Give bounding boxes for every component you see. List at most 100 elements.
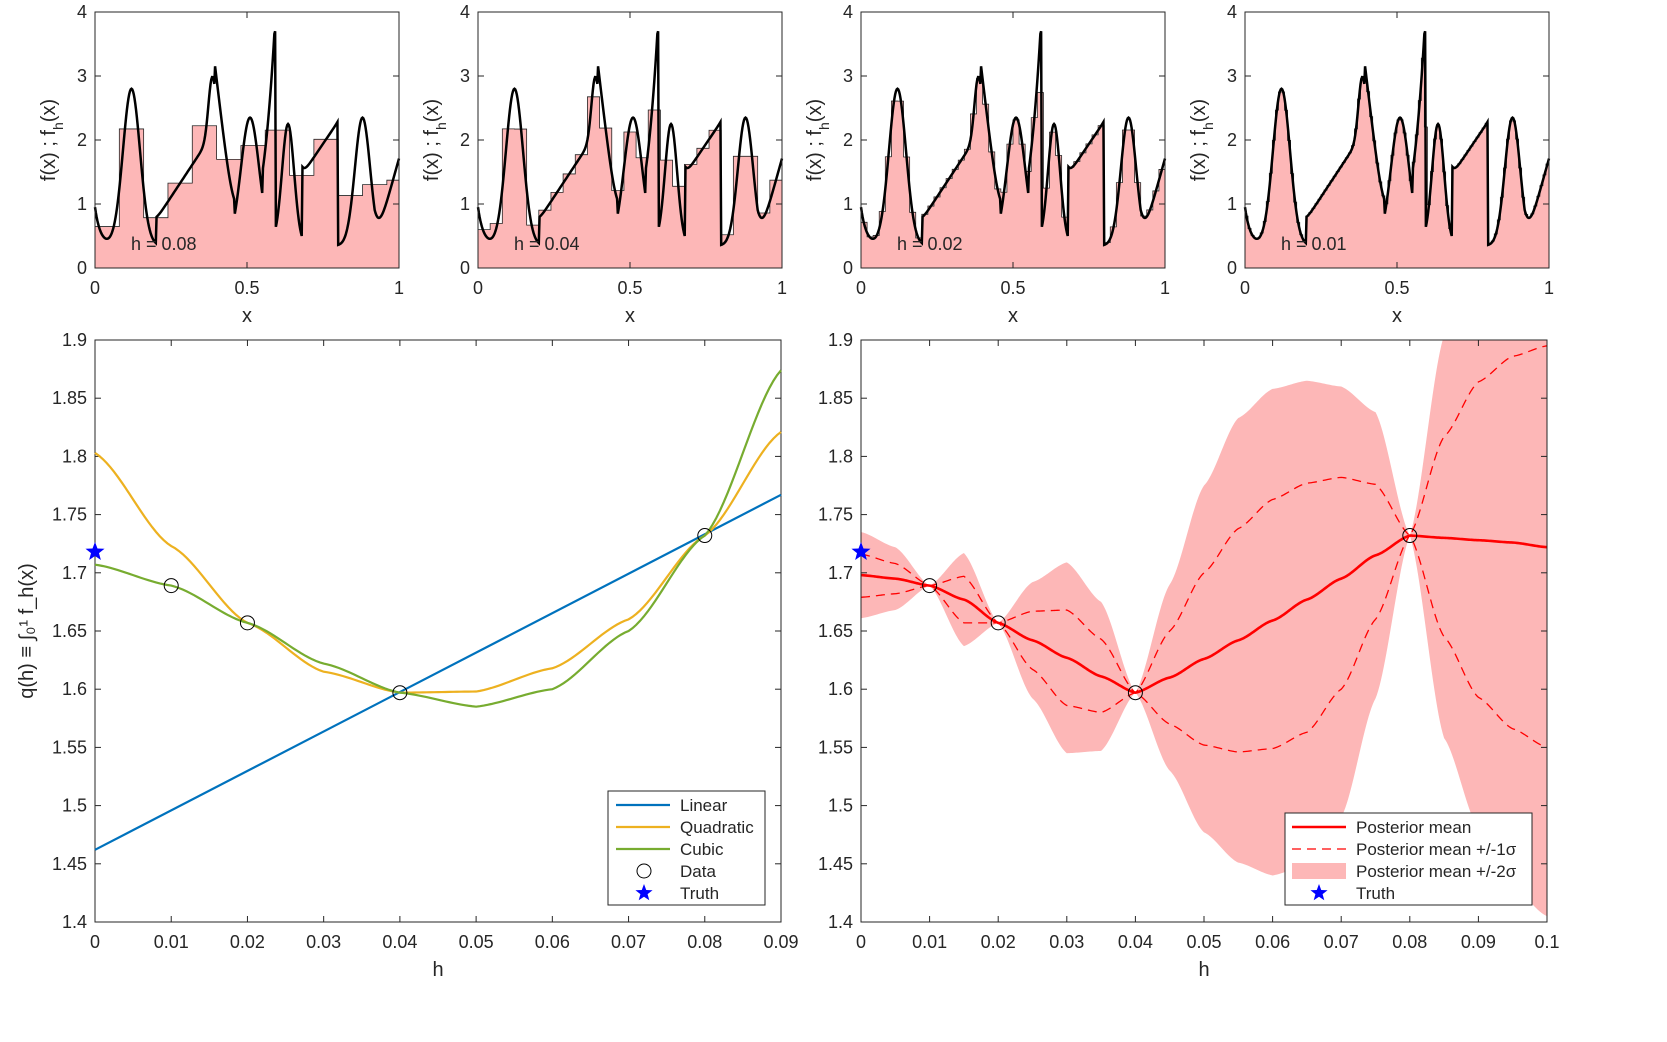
legend-label-truth: Truth — [680, 884, 719, 903]
top-4-xtick-label: 0.5 — [1384, 278, 1409, 298]
bl-xlabel: h — [432, 959, 443, 981]
h-annotation: h = 0.08 — [131, 234, 197, 254]
h-annotation: h = 0.01 — [1281, 234, 1347, 254]
posterior-panel: 0 0.01 0.02 0.03 0.04 0.05 0.06 0.07 0.08 0.09 0.1… — [818, 282, 1560, 981]
br-xtick-label: 0.05 — [1186, 932, 1221, 952]
bl-xtick-label: 0.05 — [459, 932, 494, 952]
br-ytick-label: 1.7 — [828, 563, 853, 583]
br-xtick-label: 0.02 — [981, 932, 1016, 952]
top-2-xtick-label: 0 — [473, 278, 483, 298]
br-ytick-label: 1.55 — [818, 737, 853, 757]
top-panel-1: 0 0.5 1 0 1 2 3 4 x f(x) ; fh(x) h = 0.08 — [38, 2, 404, 327]
bl-xtick-label: 0.06 — [535, 932, 570, 952]
top-4-ytick-label: 1 — [1227, 194, 1237, 214]
top-3-ytick-label: 3 — [843, 66, 853, 86]
top-4-ylabel: f(x) ; fh(x) — [1188, 99, 1216, 181]
bl-ytick-label: 1.9 — [62, 330, 87, 350]
bl-ytick-label: 1.85 — [52, 388, 87, 408]
top-3-xtick-label: 1 — [1160, 278, 1170, 298]
legend-label-data: Data — [680, 862, 716, 881]
top-3-xtick-label: 0 — [856, 278, 866, 298]
top-1-xtick-label: 1 — [394, 278, 404, 298]
legend-label-cubic: Cubic — [680, 840, 724, 859]
top-1-ylabel: f(x) ; fh(x) — [38, 99, 66, 181]
bl-xtick-label: 0.09 — [763, 932, 798, 952]
br-ytick-label: 1.5 — [828, 796, 853, 816]
top-panels: 0 0.5 1 0 1 2 3 4 x f(x) ; fh(x) h = 0.08 0 0.5 1 0 1 2 3… — [38, 2, 1554, 327]
h-annotation: h = 0.04 — [514, 234, 580, 254]
top-4-ytick-label: 0 — [1227, 258, 1237, 278]
top-4-ytick-label: 2 — [1227, 130, 1237, 150]
top-2-xtick-label: 0.5 — [617, 278, 642, 298]
br-ytick-label: 1.8 — [828, 446, 853, 466]
legend: Posterior mean Posterior mean +/-1σ Poster… — [1285, 813, 1532, 905]
legend-label-0: Posterior mean — [1356, 818, 1471, 837]
top-1-ytick-label: 3 — [77, 66, 87, 86]
top-2-ytick-label: 0 — [460, 258, 470, 278]
top-1-ytick-label: 1 — [77, 194, 87, 214]
br-xtick-label: 0.01 — [912, 932, 947, 952]
top-1-ytick-label: 0 — [77, 258, 87, 278]
bl-ytick-label: 1.55 — [52, 737, 87, 757]
bl-ytick-label: 1.4 — [62, 912, 87, 932]
legend-label-3: Truth — [1356, 884, 1395, 903]
top-3-xlabel: x — [1008, 305, 1018, 327]
top-2-ytick-label: 3 — [460, 66, 470, 86]
top-4-xtick-label: 1 — [1544, 278, 1554, 298]
legend-label-linear: Linear — [680, 796, 728, 815]
bl-xtick-label: 0.01 — [154, 932, 189, 952]
br-xtick-label: 0.09 — [1461, 932, 1496, 952]
bl-xtick-label: 0.02 — [230, 932, 265, 952]
bl-xtick-label: 0.08 — [687, 932, 722, 952]
top-3-ytick-label: 0 — [843, 258, 853, 278]
bl-ytick-label: 1.6 — [62, 679, 87, 699]
top-1-xlabel: x — [242, 305, 252, 327]
legend-label-1: Posterior mean +/-1σ — [1356, 840, 1517, 859]
br-xtick-label: 0.07 — [1324, 932, 1359, 952]
bl-xtick-label: 0 — [90, 932, 100, 952]
bl-ytick-label: 1.65 — [52, 621, 87, 641]
h-annotation: h = 0.02 — [897, 234, 963, 254]
br-xtick-label: 0.08 — [1392, 932, 1427, 952]
legend-label-2: Posterior mean +/-2σ — [1356, 862, 1517, 881]
top-1-xtick-label: 0.5 — [234, 278, 259, 298]
bl-xtick-label: 0.07 — [611, 932, 646, 952]
top-3-xtick-label: 0.5 — [1000, 278, 1025, 298]
top-2-xlabel: x — [625, 305, 635, 327]
top-2-ytick-label: 1 — [460, 194, 470, 214]
top-3-ylabel: f(x) ; fh(x) — [804, 99, 832, 181]
br-ytick-label: 1.75 — [818, 505, 853, 525]
br-xtick-label: 0.03 — [1049, 932, 1084, 952]
br-xtick-label: 0 — [856, 932, 866, 952]
bl-ytick-label: 1.75 — [52, 505, 87, 525]
br-xtick-label: 0.06 — [1255, 932, 1290, 952]
figure: 0 0.5 1 0 1 2 3 4 x f(x) ; fh(x) h = 0.08 0 0.5 1 0 1 2 3… — [0, 0, 1667, 1042]
br-xtick-label: 0.1 — [1534, 932, 1559, 952]
top-panel-4: 0 0.5 1 0 1 2 3 4 x f(x) ; fh(x) h = 0.01 — [1188, 2, 1554, 327]
bl-xtick-label: 0.03 — [306, 932, 341, 952]
top-2-ylabel: f(x) ; fh(x) — [421, 99, 449, 181]
cubic-series-line — [95, 370, 781, 706]
top-2-ytick-label: 2 — [460, 130, 470, 150]
br-ytick-label: 1.85 — [818, 388, 853, 408]
br-ytick-label: 1.4 — [828, 912, 853, 932]
legend-swatch-two-sigma — [1292, 863, 1346, 879]
top-3-ytick-label: 4 — [843, 2, 853, 22]
top-2-ytick-label: 4 — [460, 2, 470, 22]
legend-label-quadratic: Quadratic — [680, 818, 754, 837]
top-panel-2: 0 0.5 1 0 1 2 3 4 x f(x) ; fh(x) h = 0.04 — [421, 2, 787, 327]
top-3-ytick-label: 2 — [843, 130, 853, 150]
br-ytick-label: 1.6 — [828, 679, 853, 699]
top-4-xtick-label: 0 — [1240, 278, 1250, 298]
top-4-xlabel: x — [1392, 305, 1402, 327]
top-4-ytick-label: 4 — [1227, 2, 1237, 22]
br-xlabel: h — [1198, 959, 1209, 981]
br-ytick-label: 1.9 — [828, 330, 853, 350]
top-4-ytick-label: 3 — [1227, 66, 1237, 86]
bl-ytick-label: 1.7 — [62, 563, 87, 583]
quadratic-series-line — [95, 432, 781, 693]
bl-ytick-label: 1.5 — [62, 796, 87, 816]
top-1-xtick-label: 0 — [90, 278, 100, 298]
br-ytick-label: 1.45 — [818, 854, 853, 874]
br-xtick-label: 0.04 — [1118, 932, 1153, 952]
